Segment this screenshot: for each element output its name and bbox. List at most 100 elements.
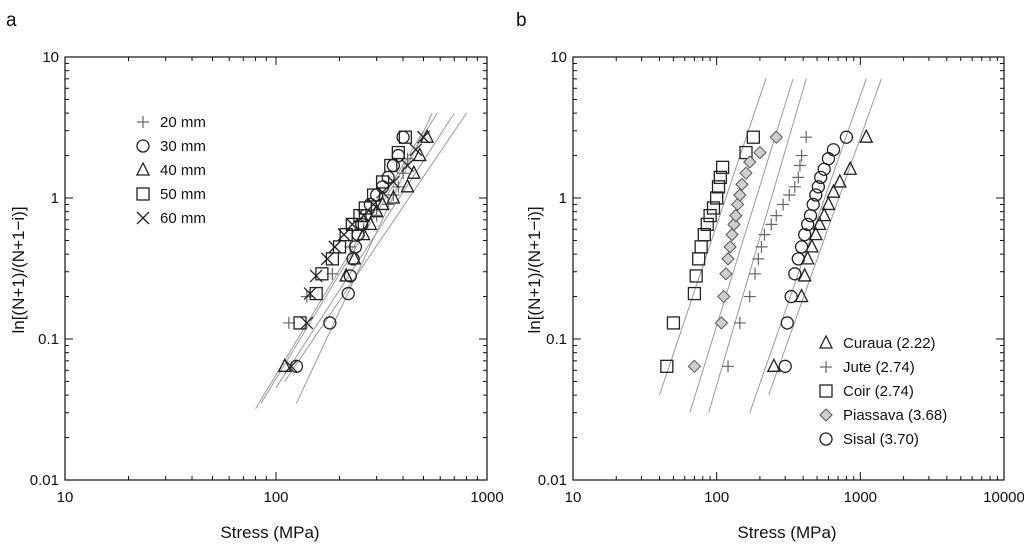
- legend-label: 40 mm: [160, 162, 206, 179]
- data-point: [406, 164, 421, 179]
- data-point: [353, 208, 367, 223]
- data-point: [723, 240, 737, 254]
- data-point: [843, 160, 858, 175]
- data-point: [752, 252, 765, 265]
- data-point: [357, 209, 371, 223]
- fit-line-3: [708, 78, 807, 413]
- data-point: [769, 130, 783, 144]
- data-point: [719, 267, 733, 281]
- x-tick-label: 10: [565, 489, 582, 506]
- y-tick-label: 0.1: [546, 331, 567, 348]
- data-point: [398, 130, 412, 144]
- data-point: [417, 130, 430, 144]
- data-point: [794, 288, 809, 303]
- data-point: [729, 208, 743, 223]
- data-point: [821, 152, 836, 166]
- data-point: [320, 252, 334, 266]
- data-point: [795, 149, 808, 162]
- data-point: [798, 227, 812, 242]
- x-tick-label: 10000: [983, 489, 1024, 506]
- data-point: [812, 215, 827, 231]
- data-point: [715, 160, 730, 174]
- data-point: [743, 155, 757, 169]
- data-point: [323, 316, 337, 330]
- data-point: [721, 252, 735, 266]
- data-point: [783, 189, 796, 202]
- data-point: [700, 217, 714, 232]
- data-point: [315, 267, 329, 281]
- data-point: [363, 215, 378, 231]
- x-tick-label: 1000: [844, 489, 877, 506]
- x-tick-label: 10: [57, 489, 74, 506]
- data-point: [770, 209, 783, 222]
- data-point: [375, 195, 390, 211]
- data-point: [806, 197, 820, 212]
- data-point: [801, 217, 815, 232]
- data-point: [814, 170, 828, 185]
- legend-label: Coir (2.74): [843, 383, 914, 400]
- data-point: [293, 316, 307, 330]
- data-point: [706, 201, 721, 215]
- data-point: [755, 240, 768, 253]
- data-point: [714, 316, 729, 330]
- series-40-mm: [277, 128, 435, 372]
- data-point: [780, 316, 794, 330]
- data-point: [711, 180, 726, 194]
- legend-marker: [136, 187, 150, 201]
- series-curaua-2-22: [766, 128, 874, 372]
- data-point: [739, 145, 753, 160]
- data-point: [376, 185, 390, 199]
- fit-line-5: [295, 112, 433, 404]
- data-point: [792, 171, 805, 184]
- data-point: [859, 128, 874, 143]
- legend-label: 60 mm: [160, 210, 206, 227]
- x-tick-label: 100: [704, 489, 729, 506]
- legend: Curaua (2.22) Jute (2.74) Coir (2.74) Piass…: [818, 334, 947, 448]
- legend-marker: [819, 432, 833, 446]
- data-point: [713, 170, 727, 185]
- data-point: [401, 159, 414, 172]
- data-point: [370, 209, 383, 222]
- data-point: [804, 238, 819, 253]
- x-axis-title-a: Stress (MPa): [220, 523, 319, 542]
- fit-line-5: [768, 78, 882, 396]
- data-point: [817, 207, 832, 222]
- data-point: [808, 226, 823, 241]
- data-point: [800, 131, 813, 144]
- plot-panel-a: 10 100 1000 0.01 0.1 1 10 20 mm 30 mm 40 mm 50 mm 6…: [30, 49, 504, 506]
- series-jute-2-74: [722, 131, 813, 373]
- y-axis-title-b: ln[(N+1)/(N+1−i)]: [525, 206, 544, 333]
- data-point: [345, 217, 359, 231]
- data-point: [343, 269, 357, 283]
- data-point: [367, 197, 381, 211]
- data-point: [391, 145, 405, 160]
- y-tick-label: 1: [559, 190, 567, 207]
- data-point: [384, 158, 398, 173]
- data-point: [309, 286, 323, 301]
- data-point: [369, 203, 384, 218]
- data-point: [284, 359, 298, 373]
- legend-marker: [137, 116, 149, 128]
- legend-marker: [135, 161, 151, 176]
- plot-frame: [64, 56, 488, 481]
- data-point: [412, 147, 427, 162]
- data-point: [727, 217, 741, 232]
- data-point: [375, 175, 390, 189]
- data-point: [717, 289, 731, 304]
- data-point: [703, 208, 717, 223]
- data-point: [758, 228, 771, 241]
- data-point: [797, 267, 812, 282]
- panel-label-a: a: [6, 10, 17, 31]
- fit-line-2: [260, 112, 438, 404]
- legend-marker: [819, 408, 833, 422]
- legend-marker: [136, 211, 150, 225]
- data-point: [778, 359, 792, 373]
- data-point: [826, 183, 841, 198]
- data-point: [821, 195, 836, 211]
- data-point: [282, 316, 295, 329]
- y-tick-label: 0.1: [38, 331, 59, 348]
- data-point: [347, 250, 362, 265]
- data-point: [739, 166, 753, 180]
- data-point: [811, 180, 825, 194]
